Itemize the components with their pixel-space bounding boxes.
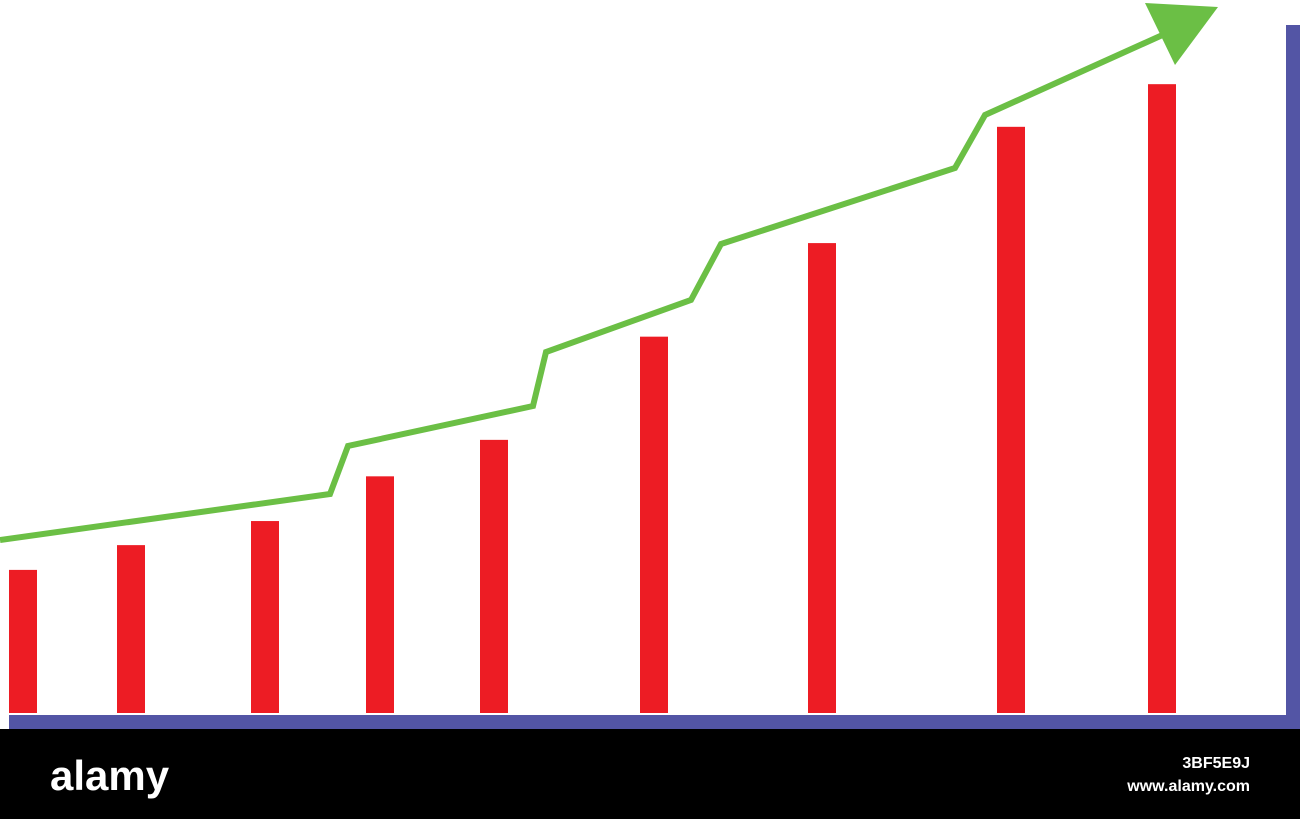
trend-arrow	[0, 25, 1180, 543]
bars	[9, 84, 1176, 714]
bar	[9, 569, 37, 713]
watermark-bar	[0, 729, 1300, 819]
bar	[808, 243, 836, 713]
bar	[1148, 84, 1176, 714]
watermark-url: www.alamy.com	[1126, 778, 1250, 795]
watermark-id: 3BF5E9J	[1182, 755, 1250, 772]
bar	[997, 126, 1025, 714]
bar	[640, 336, 668, 713]
bar	[117, 545, 145, 713]
x-axis	[9, 715, 1300, 729]
bar	[251, 521, 279, 713]
arrow-head	[1145, 3, 1218, 65]
bar	[480, 439, 508, 713]
bar	[366, 476, 394, 713]
y-axis	[1286, 25, 1300, 729]
watermark-brand: alamy	[50, 752, 170, 799]
